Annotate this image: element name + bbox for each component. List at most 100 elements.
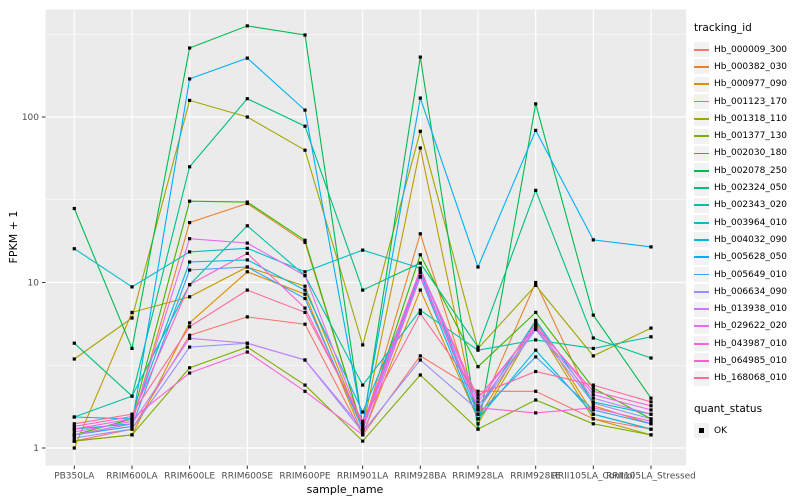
legend-title-tracking-id: tracking_id [694,22,752,34]
data-point [418,267,422,271]
data-point [534,355,538,359]
data-point [591,393,595,397]
data-point [649,356,653,360]
data-point [418,311,422,316]
data-point [188,333,192,337]
legend-label: Hb_000009_300 [714,44,788,55]
data-point [591,383,595,387]
legend-item-Hb_000382_030: Hb_000382_030 [694,58,800,75]
data-points [72,24,653,450]
x-tick-label: RRIM600LA [106,472,158,482]
data-point [534,348,538,352]
x-tick-label: RRIM901LA [337,472,389,482]
data-point [476,417,480,421]
data-point [245,345,249,349]
series-color-swatch [694,83,709,86]
data-point [130,310,134,314]
series-color-swatch [694,308,709,310]
legend-key-line-icon [694,249,709,265]
x-tick-label: RRIM600LE [164,472,215,482]
data-point [534,369,538,374]
legend-label: Hb_001318_110 [714,113,788,124]
series-color-swatch [694,342,709,345]
data-point [591,346,595,350]
legend-item-Hb_005649_010: Hb_005649_010 [694,266,800,283]
legend-item-Hb_004032_090: Hb_004032_090 [694,231,800,248]
legend-section-quant-status: quant_status OK [694,403,800,439]
data-point [72,357,76,361]
data-point [591,386,595,390]
y-tick-marks [42,116,46,449]
data-point [245,288,249,292]
data-point [418,373,422,377]
data-point [534,102,538,106]
data-point [476,393,480,397]
data-point [188,221,192,225]
data-point [534,310,538,314]
data-point [591,401,595,405]
legend-item-Hb_006634_090: Hb_006634_090 [694,283,800,300]
data-point [591,408,595,412]
data-point [476,345,480,349]
data-point [245,56,249,60]
data-point [476,422,480,426]
data-point [649,422,653,426]
data-point [72,206,76,211]
legend-key-line-icon [694,215,709,231]
data-point [72,446,76,450]
data-point [476,348,480,352]
data-point [418,253,422,257]
data-point [245,24,249,28]
data-point [130,346,134,350]
data-point [591,389,595,393]
data-point [245,97,249,101]
data-point [476,400,480,404]
legend-key-line-icon [694,76,709,92]
data-point [361,410,365,414]
data-point [591,412,595,416]
series-color-swatch [694,290,709,293]
grid-major-vertical [73,9,652,466]
data-point [188,321,192,325]
data-point [130,414,134,419]
data-point [72,247,76,251]
data-point [649,335,653,339]
data-point [188,345,192,349]
data-point [534,389,538,393]
legend-item-Hb_043987_010: Hb_043987_010 [694,335,800,352]
data-point [72,341,76,345]
data-point [361,433,365,437]
data-point [476,412,480,416]
legend-key-line-icon [694,128,709,144]
data-point [418,129,422,133]
legend-panel: tracking_id Hb_000009_300 Hb_000382_030 Hb… [694,22,800,439]
data-point [188,237,192,241]
data-point [303,292,307,296]
data-point [649,427,653,431]
series-color-swatch [694,100,709,103]
data-point [303,124,307,128]
legend-key-line-icon [694,163,709,179]
data-point [303,322,307,326]
data-point [188,268,192,272]
data-point [245,241,249,245]
legend-label: Hb_003964_010 [714,217,788,228]
data-point [245,265,249,269]
data-point [130,394,134,398]
legend-item-Hb_002030_180: Hb_002030_180 [694,145,800,162]
data-point [72,422,76,426]
legend-item-quant-ok: OK [694,422,800,439]
data-point [245,341,249,345]
data-point [188,250,192,254]
legend-label: Hb_002343_020 [714,200,788,211]
legend-item-Hb_003964_010: Hb_003964_010 [694,214,800,231]
legend-item-Hb_064985_010: Hb_064985_010 [694,352,800,369]
data-point [591,396,595,400]
data-point [476,408,480,412]
data-point [130,285,134,289]
legend-key-line-icon [694,232,709,248]
x-tick-label: RRIM928LE [510,472,561,482]
data-point [72,439,76,443]
legend-key-line-icon [694,370,709,386]
data-point [476,265,480,269]
